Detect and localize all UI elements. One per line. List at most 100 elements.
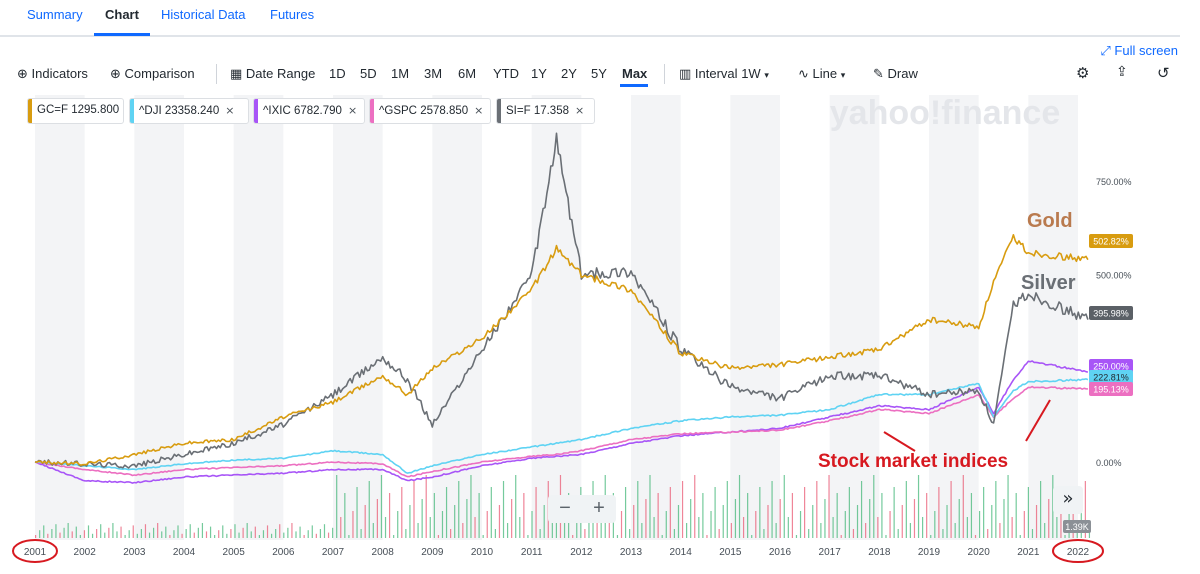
series-line-gspc[interactable]: [34, 385, 1088, 478]
legend-chip-dji[interactable]: ^DJI 23358.240 ×: [129, 98, 249, 124]
range-6m[interactable]: 6M: [458, 66, 477, 81]
volume-bar: [714, 487, 716, 538]
legend-chip-ixic[interactable]: ^IXIC 6782.790 ×: [253, 98, 365, 124]
last-value-tag-bg: [1089, 382, 1133, 396]
volume-bar: [661, 535, 663, 538]
series-line-dji[interactable]: [34, 378, 1089, 474]
chart-type-button[interactable]: ∿ Line ▾: [798, 66, 845, 82]
volume-bar: [124, 535, 126, 538]
x-tick-label: 2016: [769, 547, 792, 558]
series-line-ixic[interactable]: [34, 360, 1089, 484]
volume-bar: [91, 533, 94, 538]
x-tick-label: 2017: [819, 547, 842, 558]
x-tick-label: 2006: [272, 547, 295, 558]
tab-chart[interactable]: Chart: [105, 7, 139, 22]
chip-value: 2578.850: [420, 105, 469, 117]
range-5d[interactable]: 5D: [360, 66, 377, 81]
volume-bar: [250, 531, 252, 538]
volume-bar: [417, 523, 419, 538]
range-2y[interactable]: 2Y: [561, 66, 577, 81]
volume-bar: [348, 535, 350, 538]
series-color-swatch: [254, 99, 258, 123]
legend-chip-gold[interactable]: GC=F 1295.800: [27, 98, 124, 124]
range-ytd[interactable]: YTD: [493, 66, 519, 81]
close-icon[interactable]: ×: [474, 104, 484, 117]
series-line-sif[interactable]: [34, 132, 1089, 469]
volume-bar: [922, 517, 924, 538]
volume-bar: [978, 511, 981, 538]
reset-icon[interactable]: ↺: [1157, 64, 1170, 82]
indicators-button[interactable]: ⊕ Indicators: [17, 66, 88, 82]
volume-bar: [413, 481, 415, 538]
range-1m[interactable]: 1M: [391, 66, 410, 81]
close-icon[interactable]: ×: [225, 104, 235, 117]
zoom-in-button[interactable]: +: [593, 497, 605, 519]
x-tick-label: 2007: [322, 547, 345, 558]
draw-button[interactable]: ✎ Draw: [873, 66, 918, 82]
comparison-button[interactable]: ⊕ Comparison: [110, 66, 195, 82]
volume-bar: [718, 529, 720, 538]
fullscreen-button[interactable]: ⤢ Full screen: [1100, 43, 1178, 59]
volume-bar: [466, 499, 468, 538]
tab-futures[interactable]: Futures: [270, 7, 315, 22]
expand-icon: ⤢: [1100, 44, 1111, 59]
volume-bar: [401, 487, 403, 538]
volume-bar: [494, 529, 496, 538]
volume-tag: 1.39K: [1065, 522, 1089, 532]
volume-bar: [327, 532, 330, 538]
volume-bar: [1035, 505, 1038, 538]
close-icon[interactable]: ×: [575, 104, 585, 117]
tab-historical-data[interactable]: Historical Data: [161, 7, 246, 22]
year-band: [631, 95, 681, 540]
volume-bar: [983, 487, 985, 538]
share-icon[interactable]: ⇪: [1116, 64, 1128, 80]
volume-bar: [629, 529, 631, 538]
volume-bar: [323, 524, 326, 538]
x-tick-label: 2004: [173, 547, 196, 558]
series-line-gcf[interactable]: [34, 234, 1089, 466]
chip-symbol: ^DJI: [139, 105, 162, 117]
range-1y[interactable]: 1Y: [531, 66, 547, 81]
settings-icon[interactable]: ⚙: [1076, 64, 1090, 82]
volume-bar: [995, 481, 997, 538]
volume-bar: [478, 493, 480, 538]
range-5y[interactable]: 5Y: [591, 66, 607, 81]
volume-bar: [608, 517, 610, 538]
scroll-forward-button[interactable]: »: [1053, 486, 1083, 514]
volume-bar: [96, 529, 98, 538]
zoom-out-button[interactable]: −: [559, 497, 571, 519]
volume-bar: [201, 523, 204, 538]
volume-bar: [100, 524, 102, 538]
volume-bar: [742, 517, 745, 538]
x-tick-label: 2020: [968, 547, 991, 558]
volume-bar: [169, 535, 171, 538]
date-range-button[interactable]: ▦ Date Range: [230, 66, 315, 82]
last-value-tag-bg: [1089, 234, 1133, 248]
range-1d[interactable]: 1D: [329, 66, 346, 81]
range-3m[interactable]: 3M: [424, 66, 443, 81]
legend-chip-silver[interactable]: SI=F 17.358 ×: [496, 98, 595, 124]
volume-bar: [832, 517, 834, 538]
tab-summary[interactable]: Summary: [27, 7, 83, 22]
range-max[interactable]: Max: [622, 66, 648, 81]
volume-bar: [563, 517, 566, 538]
legend-chip-gspc[interactable]: ^GSPC 2578.850 ×: [369, 98, 491, 124]
volume-bar: [230, 529, 232, 538]
volume-bar: [315, 533, 317, 538]
year-band: [35, 95, 85, 540]
comparison-label: Comparison: [124, 66, 195, 81]
volume-bar: [59, 532, 61, 538]
interval-button[interactable]: ▥ Interval 1W ▾: [679, 66, 769, 82]
volume-bar: [441, 511, 444, 538]
volume-bar: [808, 529, 810, 538]
volume-bar: [767, 505, 769, 538]
series-color-swatch: [130, 99, 134, 123]
volume-bar: [637, 481, 639, 538]
volume-bar: [393, 535, 395, 538]
chip-symbol: GC=F: [37, 104, 68, 116]
x-tick-label: 2005: [223, 547, 246, 558]
volume-bar: [246, 523, 248, 538]
close-icon[interactable]: ×: [347, 104, 358, 117]
volume-bar: [506, 523, 509, 538]
